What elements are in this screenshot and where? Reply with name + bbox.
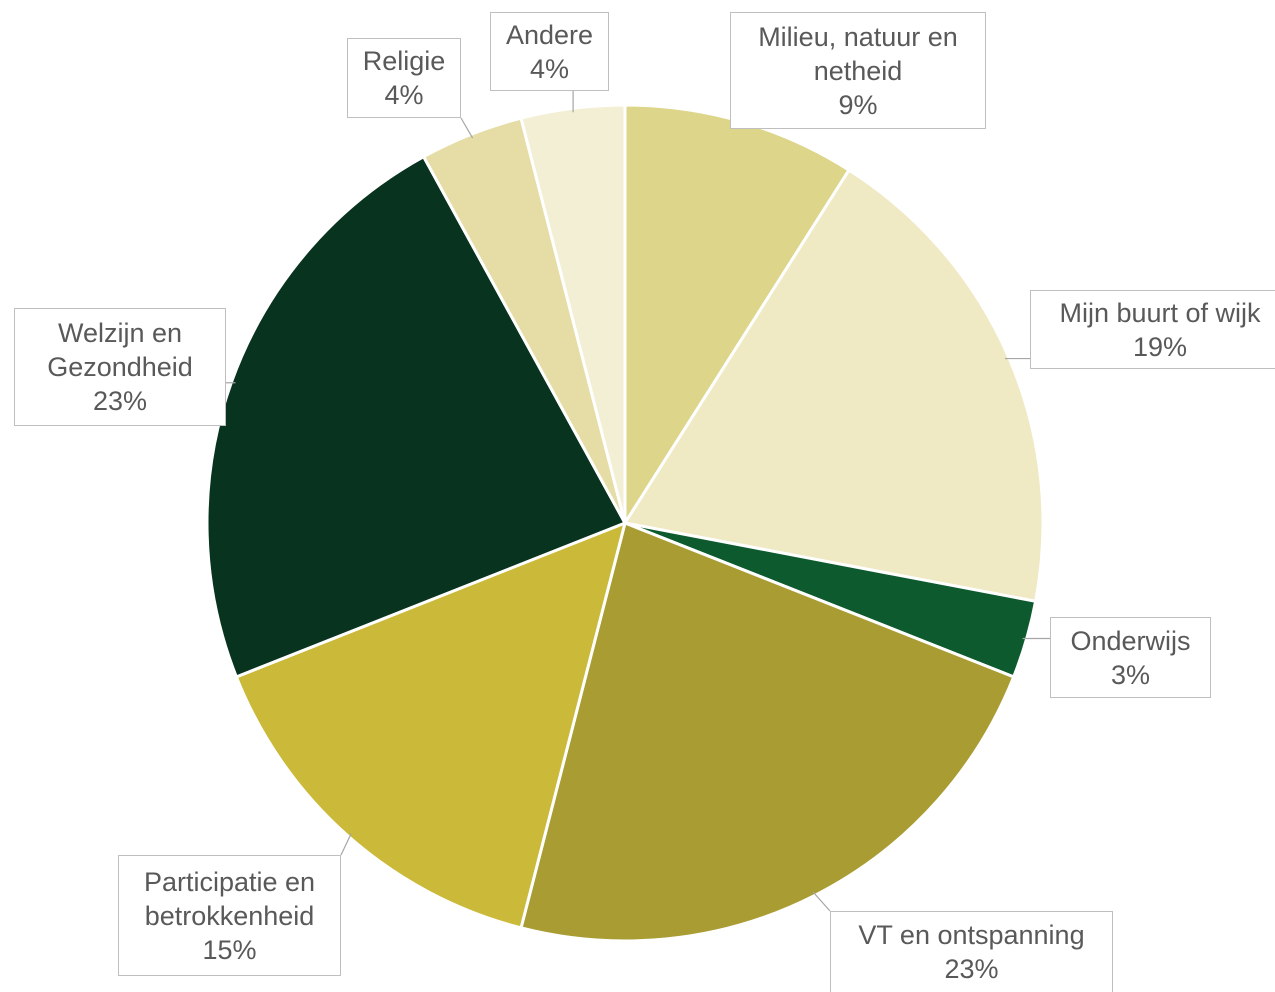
data-label: VT en ontspanning 23% xyxy=(830,911,1113,992)
category-label: Andere xyxy=(505,19,594,50)
data-label: Welzijn en Gezondheid 23% xyxy=(14,308,226,426)
category-label: VT en ontspanning xyxy=(858,920,1085,950)
value-label: 19% xyxy=(1132,331,1188,362)
category-label: Welzijn en Gezondheid xyxy=(47,318,193,382)
category-label: Onderwijs xyxy=(1070,625,1191,656)
value-label: 23% xyxy=(944,954,999,984)
data-label: Mijn buurt of wijk 19% xyxy=(1030,290,1275,369)
data-label: Onderwijs 3% xyxy=(1050,617,1211,698)
category-label: Milieu, natuur en netheid xyxy=(758,21,958,86)
category-label: Participatie en betrokkenheid xyxy=(143,866,316,931)
data-label: Religie 4% xyxy=(347,38,461,118)
pie-slice xyxy=(234,520,628,930)
data-label: Participatie en betrokkenheid 15% xyxy=(118,855,341,976)
leader-line xyxy=(812,891,831,912)
value-label: 15% xyxy=(202,934,257,965)
pie-slice xyxy=(205,154,628,679)
value-label: 23% xyxy=(92,386,148,416)
value-label: 9% xyxy=(838,89,878,120)
leader-line xyxy=(460,117,474,139)
value-label: 4% xyxy=(529,53,570,84)
value-label: 4% xyxy=(384,80,424,110)
data-label: Milieu, natuur en netheid 9% xyxy=(730,12,986,129)
leader-line xyxy=(340,833,352,856)
category-label: Religie xyxy=(362,46,446,76)
category-label: Mijn buurt of wijk xyxy=(1059,297,1261,328)
data-label: Andere 4% xyxy=(490,12,609,91)
pie-slice xyxy=(519,520,1016,943)
value-label: 3% xyxy=(1110,659,1151,690)
pie-slice xyxy=(622,168,1045,604)
